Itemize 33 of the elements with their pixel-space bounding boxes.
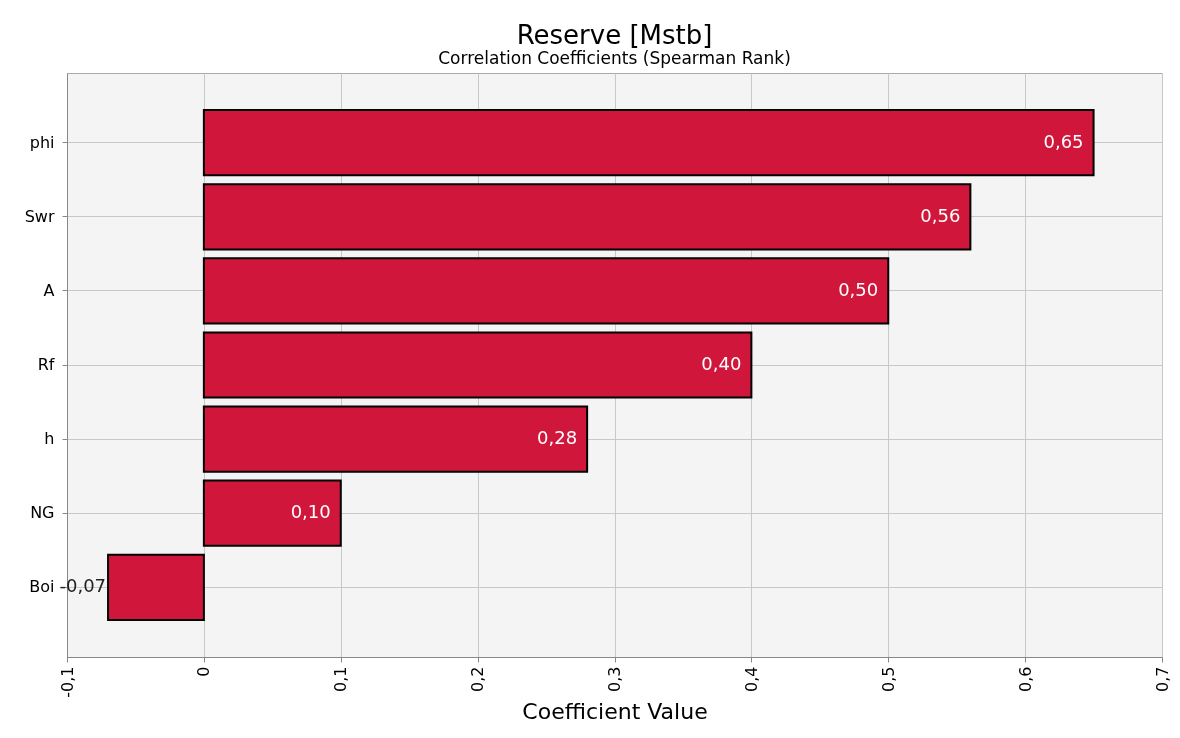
chart-title: Reserve [Mstb]	[516, 20, 713, 50]
bar	[107, 553, 205, 621]
x-tick-label: 0,2	[468, 666, 488, 692]
y-tick-label: NG	[30, 503, 55, 523]
y-tick-label: phi	[29, 132, 55, 152]
x-tick-label: 0,5	[878, 666, 898, 692]
y-tick-label: Boi	[29, 577, 55, 597]
bar	[202, 331, 753, 399]
x-axis-title: Coefficient Value	[522, 698, 708, 724]
y-tick-label: h	[44, 429, 55, 449]
data-label: 0,50	[838, 278, 879, 300]
x-tick-label: 0,4	[741, 666, 761, 692]
chart-subtitle: Correlation Coefficients (Spearman Rank)	[438, 48, 791, 68]
x-tick-label: 0,7	[1152, 666, 1172, 692]
bar	[202, 257, 890, 325]
bar	[202, 109, 1095, 177]
bar	[202, 183, 972, 251]
y-tick-label: Swr	[24, 206, 55, 226]
y-tick-label: Rf	[37, 355, 55, 374]
data-label: 0,65	[1043, 130, 1084, 152]
bar	[202, 405, 589, 473]
data-label: 0,10	[290, 501, 331, 523]
bar	[202, 479, 342, 547]
data-label: 0,40	[701, 353, 742, 374]
x-tick-label: 0	[194, 666, 214, 677]
x-tick-label: -0,1	[57, 666, 77, 698]
x-tick-label: 0,1	[331, 666, 351, 692]
data-label: 0,28	[537, 427, 578, 449]
y-tick-label: A	[43, 280, 55, 300]
x-tick-label: 0,3	[605, 666, 624, 692]
data-label: 0,56	[920, 204, 961, 226]
data-label: -0,07	[59, 575, 107, 597]
x-tick-label: 0,6	[1015, 666, 1035, 692]
